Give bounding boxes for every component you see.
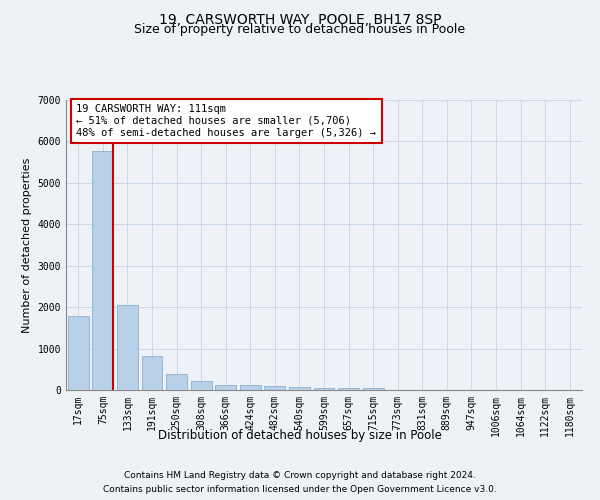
Bar <box>68 316 89 390</box>
Bar <box>314 388 334 390</box>
Y-axis label: Number of detached properties: Number of detached properties <box>22 158 32 332</box>
Bar <box>265 386 286 390</box>
Bar <box>240 385 261 390</box>
Bar <box>362 388 383 390</box>
Bar <box>142 356 163 390</box>
Text: 19, CARSWORTH WAY, POOLE, BH17 8SP: 19, CARSWORTH WAY, POOLE, BH17 8SP <box>159 12 441 26</box>
Bar <box>215 384 236 390</box>
Text: Size of property relative to detached houses in Poole: Size of property relative to detached ho… <box>134 22 466 36</box>
Bar <box>92 150 113 390</box>
Text: Contains HM Land Registry data © Crown copyright and database right 2024.: Contains HM Land Registry data © Crown c… <box>124 472 476 480</box>
Bar <box>338 388 359 390</box>
Text: Distribution of detached houses by size in Poole: Distribution of detached houses by size … <box>158 428 442 442</box>
Bar <box>289 388 310 390</box>
Bar <box>191 381 212 390</box>
Bar <box>166 374 187 390</box>
Text: 19 CARSWORTH WAY: 111sqm
← 51% of detached houses are smaller (5,706)
48% of sem: 19 CARSWORTH WAY: 111sqm ← 51% of detach… <box>76 104 376 138</box>
Bar <box>117 304 138 390</box>
Text: Contains public sector information licensed under the Open Government Licence v3: Contains public sector information licen… <box>103 484 497 494</box>
